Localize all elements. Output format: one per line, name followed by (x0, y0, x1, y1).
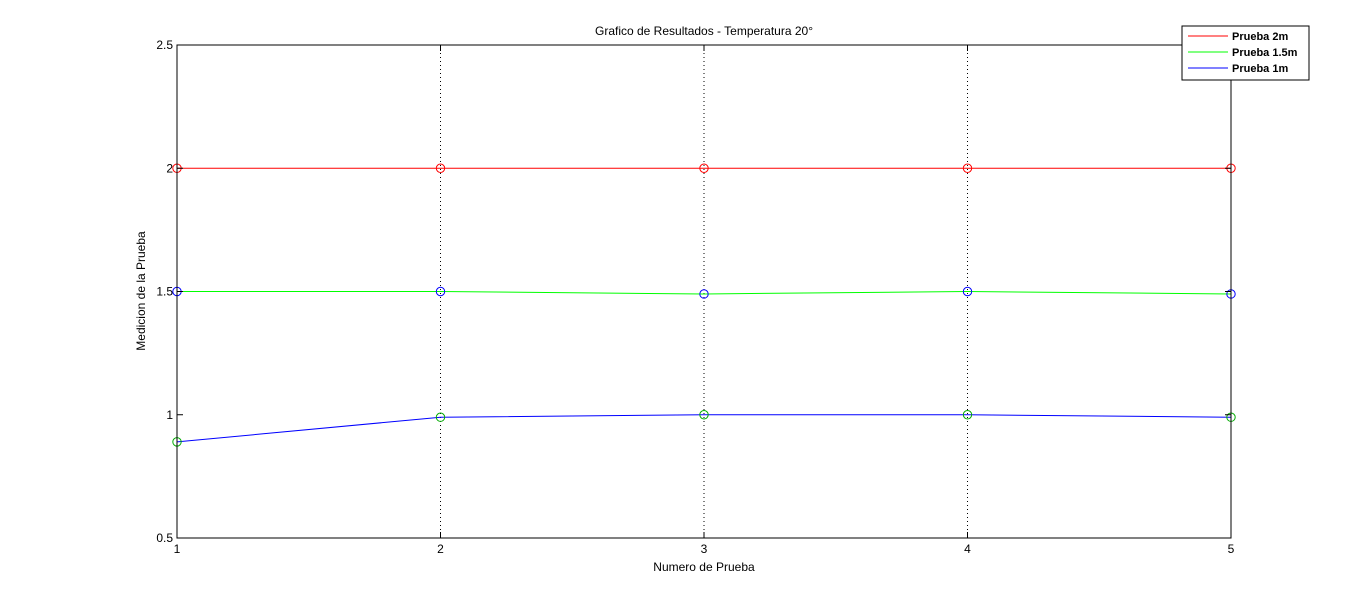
x-tick-label: 5 (1228, 542, 1235, 556)
y-tick-label: 2.5 (156, 38, 173, 52)
legend-label-prueba-1m: Prueba 1m (1232, 63, 1288, 75)
x-tick-label: 3 (701, 542, 708, 556)
data-point-prueba-1-5m (435, 286, 446, 297)
x-tick-label: 4 (964, 542, 971, 556)
y-axis-label: Medicion de la Prueba (134, 231, 148, 351)
chart-title: Grafico de Resultados - Temperatura 20° (595, 24, 813, 38)
legend-box (1181, 25, 1310, 81)
y-tick-label: 2 (166, 161, 173, 175)
y-tick-label: 0.5 (156, 531, 173, 545)
legend-label-prueba-2m: Prueba 2m (1232, 31, 1288, 43)
data-point-prueba-2m (699, 163, 709, 173)
data-point-prueba-2m (962, 163, 973, 173)
x-axis-label: Numero de Prueba (653, 560, 755, 574)
x-tick-label: 2 (437, 542, 444, 556)
data-point-prueba-1-5m (962, 286, 973, 297)
data-point-prueba-1-5m (699, 289, 709, 299)
x-tick-label: 1 (174, 542, 181, 556)
y-tick-label: 1 (166, 408, 173, 422)
data-point-prueba-1m (699, 410, 709, 420)
y-tick-label: 1.5 (156, 285, 173, 299)
data-point-prueba-2m (435, 163, 446, 173)
data-point-prueba-1m (962, 410, 973, 420)
legend-label-prueba-1-5m: Prueba 1.5m (1232, 47, 1298, 59)
data-point-prueba-1m (435, 412, 446, 422)
legend: Prueba 2m Prueba 1.5m Prueba 1m (1181, 25, 1310, 81)
series-line-prueba-1m (176, 414, 1232, 443)
series-line-prueba-1-5m (177, 290, 1232, 295)
